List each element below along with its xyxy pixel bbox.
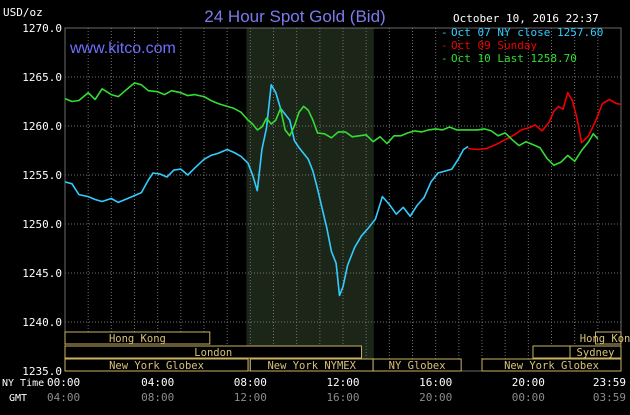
session-label: Hong Kong <box>109 333 166 345</box>
session-label: New York NYMEX <box>267 360 356 372</box>
y-tick-label: 1270.0 <box>22 22 62 35</box>
session-label: New York Globex <box>109 360 204 372</box>
x-tick-label-ny: 16:00 <box>419 376 452 389</box>
x-tick-label-gmt: 12:00 <box>234 391 267 404</box>
session-label: Hong Kong <box>580 333 630 345</box>
x-tick-label-ny: 20:00 <box>512 376 545 389</box>
series-line-3 <box>64 82 599 166</box>
session-bar <box>372 358 462 372</box>
session-bar <box>532 345 571 359</box>
legend-entry: Oct 09 Sunday <box>451 39 537 52</box>
x-tick-label-ny: 00:00 <box>47 376 80 389</box>
legend-entry: Oct 10 Last 1258.70 <box>451 52 577 65</box>
session-label: NY Globex <box>389 360 446 372</box>
x-tick-label-gmt: 16:00 <box>326 391 359 404</box>
x-tick-label-gmt: 08:00 <box>141 391 174 404</box>
y-tick-label: 1245.0 <box>22 267 62 280</box>
legend-marker: - <box>441 39 448 52</box>
session-bar <box>595 331 622 345</box>
x-tick-label-gmt: 20:00 <box>419 391 452 404</box>
session-label: New York Globex <box>504 360 599 372</box>
series-line-1 <box>64 84 469 297</box>
x-tick-label-ny: 12:00 <box>326 376 359 389</box>
x-tick-label-ny: 04:00 <box>141 376 174 389</box>
x-row-label-ny: NY Time <box>2 378 44 389</box>
legend-marker: - <box>441 26 448 39</box>
legend: - Oct 07 NY close 1257.60- Oct 09 Sunday- O… <box>441 26 603 65</box>
x-tick-label-ny: 23:59 <box>593 376 626 389</box>
x-row-label-gmt: GMT <box>9 393 27 404</box>
highlight-band <box>246 28 374 371</box>
session-bar <box>64 331 211 345</box>
plot-area <box>64 27 622 372</box>
x-tick-label-gmt: 00:00 <box>512 391 545 404</box>
y-tick-label: 1240.0 <box>22 316 62 329</box>
y-tick-label: 1260.0 <box>22 120 62 133</box>
session-bar <box>64 345 363 359</box>
series-line-2 <box>468 91 622 151</box>
chart-title: 24 Hour Spot Gold (Bid) <box>204 7 385 26</box>
x-tick-label-gmt: 04:00 <box>47 391 80 404</box>
y-tick-label: 1235.0 <box>22 365 62 378</box>
y-tick-label: 1250.0 <box>22 218 62 231</box>
y-tick-label: 1255.0 <box>22 169 62 182</box>
session-bar <box>481 358 622 372</box>
session-label: London <box>194 347 232 359</box>
session-bar <box>569 345 622 359</box>
session-bar <box>64 358 249 372</box>
x-tick-label-gmt: 03:59 <box>593 391 626 404</box>
legend-marker: - <box>441 52 448 65</box>
timestamp-label: October 10, 2016 22:37 <box>453 12 599 25</box>
x-tick-label-ny: 08:00 <box>234 376 267 389</box>
session-label: Sydney <box>577 347 615 359</box>
y-tick-label: 1265.0 <box>22 71 62 84</box>
axes: 1270.0 1265.0 1260.0 1255.0 1250.0 1245.0 1240… <box>2 22 626 404</box>
legend-entry: Oct 07 NY close 1257.60 <box>451 26 603 39</box>
y-unit-label: USD/oz <box>3 6 43 19</box>
watermark: www.kitco.com <box>69 40 176 57</box>
